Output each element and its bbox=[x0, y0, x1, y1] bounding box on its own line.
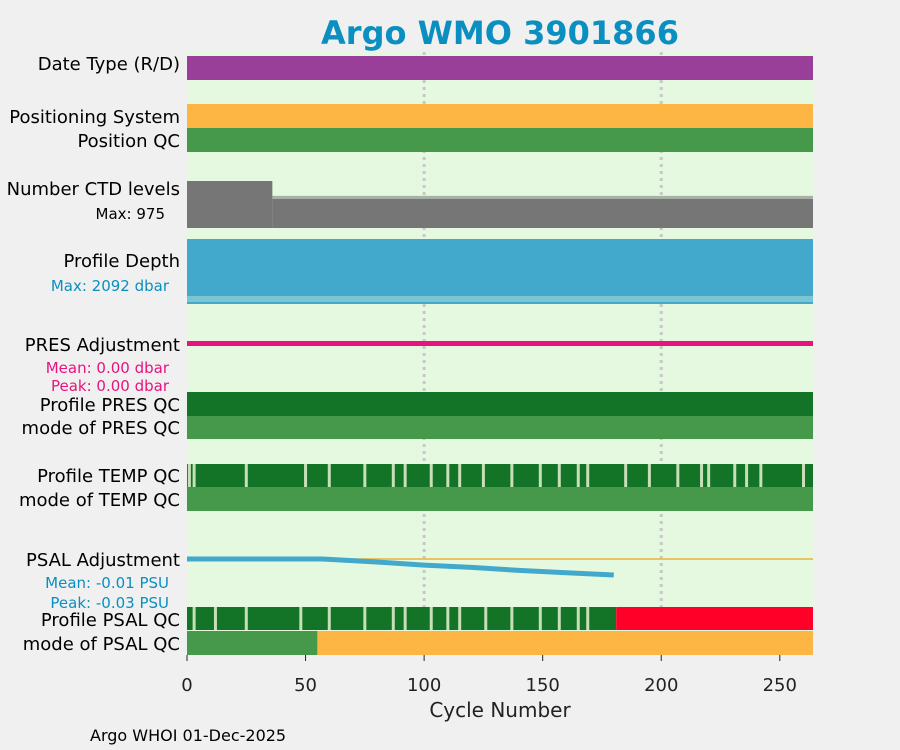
stripe-psal-qc-149 bbox=[538, 607, 542, 630]
stripe-temp-qc-1 bbox=[187, 464, 191, 487]
bar-psal-qc-mode-orange bbox=[317, 631, 813, 655]
stripe-temp-qc-137 bbox=[510, 464, 514, 487]
label-profile-psal-qc: Profile PSAL QC bbox=[41, 610, 180, 631]
stripe-temp-qc-217 bbox=[700, 464, 704, 487]
x-tick-label-250: 250 bbox=[763, 675, 797, 696]
stripe-psal-qc-25 bbox=[244, 607, 248, 630]
stripe-psal-qc-169 bbox=[586, 607, 590, 630]
stripe-temp-qc-149 bbox=[538, 464, 542, 487]
chart-title: Argo WMO 3901866 bbox=[321, 14, 679, 52]
note-ctd-max: Max: 975 bbox=[96, 205, 165, 223]
x-tick-label-0: 0 bbox=[181, 675, 192, 696]
bar-profile-psal-qc-bad bbox=[616, 607, 813, 630]
stripe-temp-qc-242 bbox=[759, 464, 763, 487]
note-depth-max: Max: 2092 dbar bbox=[51, 277, 170, 295]
stripe-temp-qc-157 bbox=[557, 464, 561, 487]
x-axis: 0 50 100 150 200 250 bbox=[181, 655, 797, 696]
stripe-temp-qc-207 bbox=[676, 464, 680, 487]
stripe-temp-qc-87 bbox=[391, 464, 395, 487]
stripe-temp-qc-125 bbox=[481, 464, 485, 487]
stripe-temp-qc-220 bbox=[707, 464, 711, 487]
bar-ctd-levels-fringe bbox=[272, 195, 813, 199]
label-pres-qc-mode: mode of PRES QC bbox=[22, 418, 180, 439]
plot-background bbox=[187, 52, 813, 655]
bar-date-type bbox=[187, 56, 813, 80]
stripe-psal-qc-115 bbox=[458, 607, 462, 630]
bar-position-qc bbox=[187, 128, 813, 152]
stripe-temp-qc-231 bbox=[733, 464, 737, 487]
stripe-psal-qc-87 bbox=[391, 607, 395, 630]
bar-profile-psal-qc-good bbox=[187, 607, 617, 630]
row-labels: Date Type (R/D) Positioning System Posit… bbox=[7, 54, 180, 655]
stripe-temp-qc-60 bbox=[327, 464, 331, 487]
note-pres-peak: Peak: 0.00 dbar bbox=[51, 377, 170, 395]
label-psal-adjustment: PSAL Adjustment bbox=[26, 550, 180, 571]
x-tick-label-200: 200 bbox=[644, 675, 678, 696]
stripe-psal-qc-126 bbox=[484, 607, 488, 630]
stripe-temp-qc-25 bbox=[244, 464, 248, 487]
label-pres-adjustment: PRES Adjustment bbox=[25, 335, 180, 356]
bar-profile-depth bbox=[187, 239, 813, 304]
note-psal-mean: Mean: -0.01 PSU bbox=[45, 574, 169, 592]
bar-profile-depth-fringe bbox=[187, 296, 813, 302]
bar-ctd-levels-late bbox=[272, 198, 813, 228]
bar-temp-qc-mode bbox=[187, 487, 813, 511]
stripe-psal-qc-75 bbox=[363, 607, 367, 630]
row-notes: Max: 975 Max: 2092 dbar Mean: 0.00 dbar … bbox=[45, 205, 170, 612]
label-temp-qc-mode: mode of TEMP QC bbox=[19, 490, 180, 511]
x-tick-label-50: 50 bbox=[294, 675, 317, 696]
stripe-psal-qc-165 bbox=[576, 607, 580, 630]
stripe-temp-qc-50 bbox=[304, 464, 308, 487]
x-axis-label: Cycle Number bbox=[429, 698, 571, 722]
note-psal-peak: Peak: -0.03 PSU bbox=[50, 594, 169, 612]
stripe-psal-qc-103 bbox=[429, 607, 433, 630]
stripe-temp-qc-165 bbox=[576, 464, 580, 487]
stripe-temp-qc-103 bbox=[429, 464, 433, 487]
bar-ctd-levels-early bbox=[187, 181, 273, 228]
stripe-temp-qc-3 bbox=[192, 464, 196, 487]
stripe-temp-qc-92 bbox=[403, 464, 407, 487]
stripe-temp-qc-75 bbox=[363, 464, 367, 487]
label-profile-depth: Profile Depth bbox=[63, 251, 180, 272]
label-position-qc: Position QC bbox=[77, 131, 180, 152]
label-psal-qc-mode: mode of PSAL QC bbox=[23, 634, 180, 655]
x-tick-label-100: 100 bbox=[407, 675, 441, 696]
bar-psal-qc-mode-green bbox=[187, 631, 318, 655]
stripe-temp-qc-185 bbox=[624, 464, 628, 487]
bar-profile-temp-qc bbox=[187, 464, 813, 487]
stripe-psal-qc-3 bbox=[192, 607, 196, 630]
label-ctd-levels: Number CTD levels bbox=[7, 179, 180, 200]
data-bars bbox=[187, 56, 813, 655]
note-pres-mean: Mean: 0.00 dbar bbox=[46, 359, 170, 377]
stripe-temp-qc-110 bbox=[446, 464, 450, 487]
label-profile-pres-qc: Profile PRES QC bbox=[40, 395, 180, 416]
stripe-temp-qc-195 bbox=[647, 464, 651, 487]
stripe-temp-qc-169 bbox=[586, 464, 590, 487]
label-date-type: Date Type (R/D) bbox=[38, 54, 180, 75]
stripe-temp-qc-236 bbox=[745, 464, 749, 487]
label-positioning-system: Positioning System bbox=[9, 107, 180, 128]
stripe-psal-qc-12 bbox=[213, 607, 217, 630]
bar-profile-pres-qc bbox=[187, 392, 813, 416]
footer-credit: Argo WHOI 01-Dec-2025 bbox=[90, 726, 286, 745]
bar-positioning-system bbox=[187, 104, 813, 128]
line-psal-adjustment bbox=[187, 556, 614, 578]
vertical-gridlines bbox=[422, 52, 663, 655]
stripe-psal-qc-60 bbox=[327, 607, 331, 630]
stripe-psal-qc-92 bbox=[403, 607, 407, 630]
stripe-psal-qc-157 bbox=[557, 607, 561, 630]
label-profile-temp-qc: Profile TEMP QC bbox=[37, 466, 180, 487]
bar-pres-qc-mode bbox=[187, 416, 813, 439]
x-tick-label-150: 150 bbox=[526, 675, 560, 696]
stripe-psal-qc-110 bbox=[446, 607, 450, 630]
stripe-psal-qc-48 bbox=[299, 607, 303, 630]
stripe-psal-qc-137 bbox=[510, 607, 514, 630]
stripe-temp-qc-260 bbox=[802, 464, 806, 487]
stripe-temp-qc-115 bbox=[458, 464, 462, 487]
